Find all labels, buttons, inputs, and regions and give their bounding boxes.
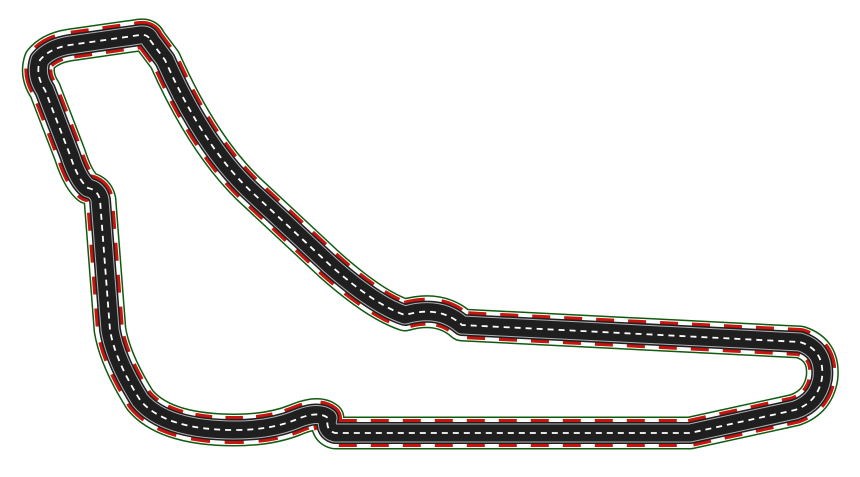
kerb-stripes [38, 35, 822, 433]
white-outer-strip [38, 35, 822, 433]
center-lane-markings [37, 33, 824, 434]
grass-border [38, 35, 822, 433]
track-edge-lines [38, 35, 822, 433]
asphalt-surface [38, 35, 822, 433]
